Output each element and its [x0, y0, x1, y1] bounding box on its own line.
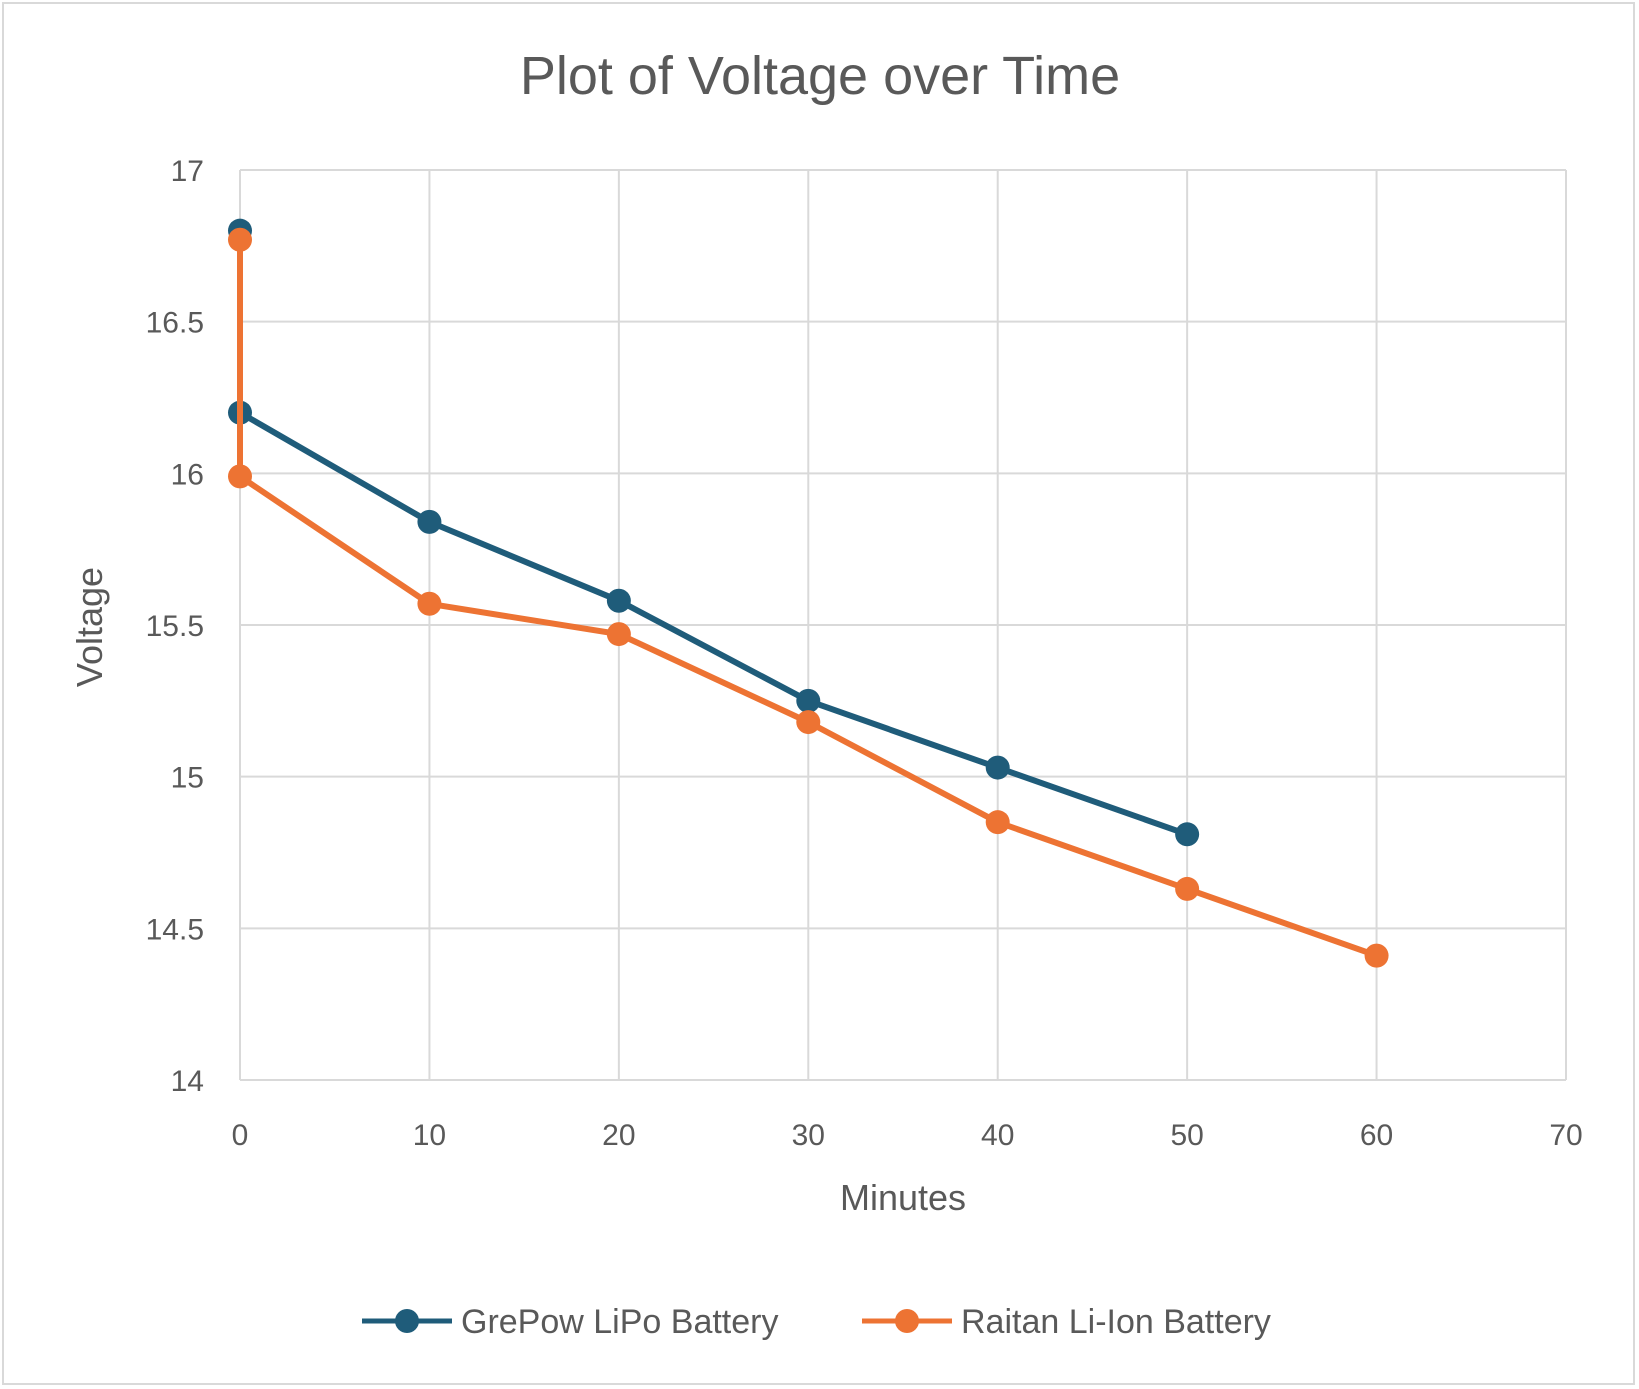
data-point — [606, 622, 631, 647]
data-point — [417, 509, 442, 534]
data-point — [1364, 943, 1389, 968]
y-tick-label: 17 — [171, 155, 204, 188]
y-tick-label: 15 — [171, 762, 204, 795]
x-axis-tick-labels: 0 10 20 30 40 50 60 70 — [232, 1119, 1583, 1152]
x-tick-label: 30 — [792, 1119, 825, 1152]
series-layer — [228, 218, 1389, 968]
data-point — [606, 588, 631, 613]
x-tick-label: 20 — [602, 1119, 635, 1152]
data-point — [796, 710, 821, 735]
y-tick-label: 16.5 — [146, 307, 204, 340]
series-line-1 — [237, 239, 1378, 959]
legend-item-grepow: GrePow LiPo Battery — [362, 1303, 778, 1341]
x-tick-label: 60 — [1360, 1119, 1393, 1152]
data-point — [228, 464, 252, 489]
x-tick-label: 40 — [981, 1119, 1014, 1152]
legend-label-raitan: Raitan Li-Ion Battery — [961, 1303, 1271, 1341]
y-tick-label: 14 — [171, 1065, 204, 1098]
data-point — [1175, 822, 1200, 847]
y-axis-label: Voltage — [69, 567, 110, 687]
gridlines — [239, 169, 1567, 1081]
chart-title: Plot of Voltage over Time — [520, 46, 1120, 106]
y-tick-label: 15.5 — [146, 610, 204, 643]
series-1 — [228, 227, 1389, 968]
x-axis-label: Minutes — [840, 1177, 966, 1218]
y-tick-label: 14.5 — [146, 913, 204, 946]
legend-swatch-marker-raitan — [895, 1309, 919, 1333]
x-tick-label: 10 — [413, 1119, 446, 1152]
legend-swatch-marker-grepow — [395, 1309, 419, 1333]
data-point — [417, 591, 442, 616]
x-tick-label: 0 — [232, 1119, 249, 1152]
legend-item-raitan: Raitan Li-Ion Battery — [862, 1303, 1271, 1341]
y-tick-label: 16 — [171, 458, 204, 491]
y-axis-tick-labels: 14 14.5 15 15.5 16 16.5 17 — [146, 155, 204, 1098]
data-point — [985, 810, 1010, 835]
data-point — [228, 227, 252, 252]
data-point — [1175, 876, 1200, 901]
x-tick-label: 70 — [1549, 1119, 1582, 1152]
series-0 — [228, 218, 1200, 847]
legend: GrePow LiPo Battery Raitan Li-Ion Batter… — [362, 1303, 1271, 1341]
data-point — [985, 755, 1010, 780]
x-tick-label: 50 — [1170, 1119, 1203, 1152]
data-point — [796, 688, 821, 713]
legend-label-grepow: GrePow LiPo Battery — [461, 1303, 778, 1341]
